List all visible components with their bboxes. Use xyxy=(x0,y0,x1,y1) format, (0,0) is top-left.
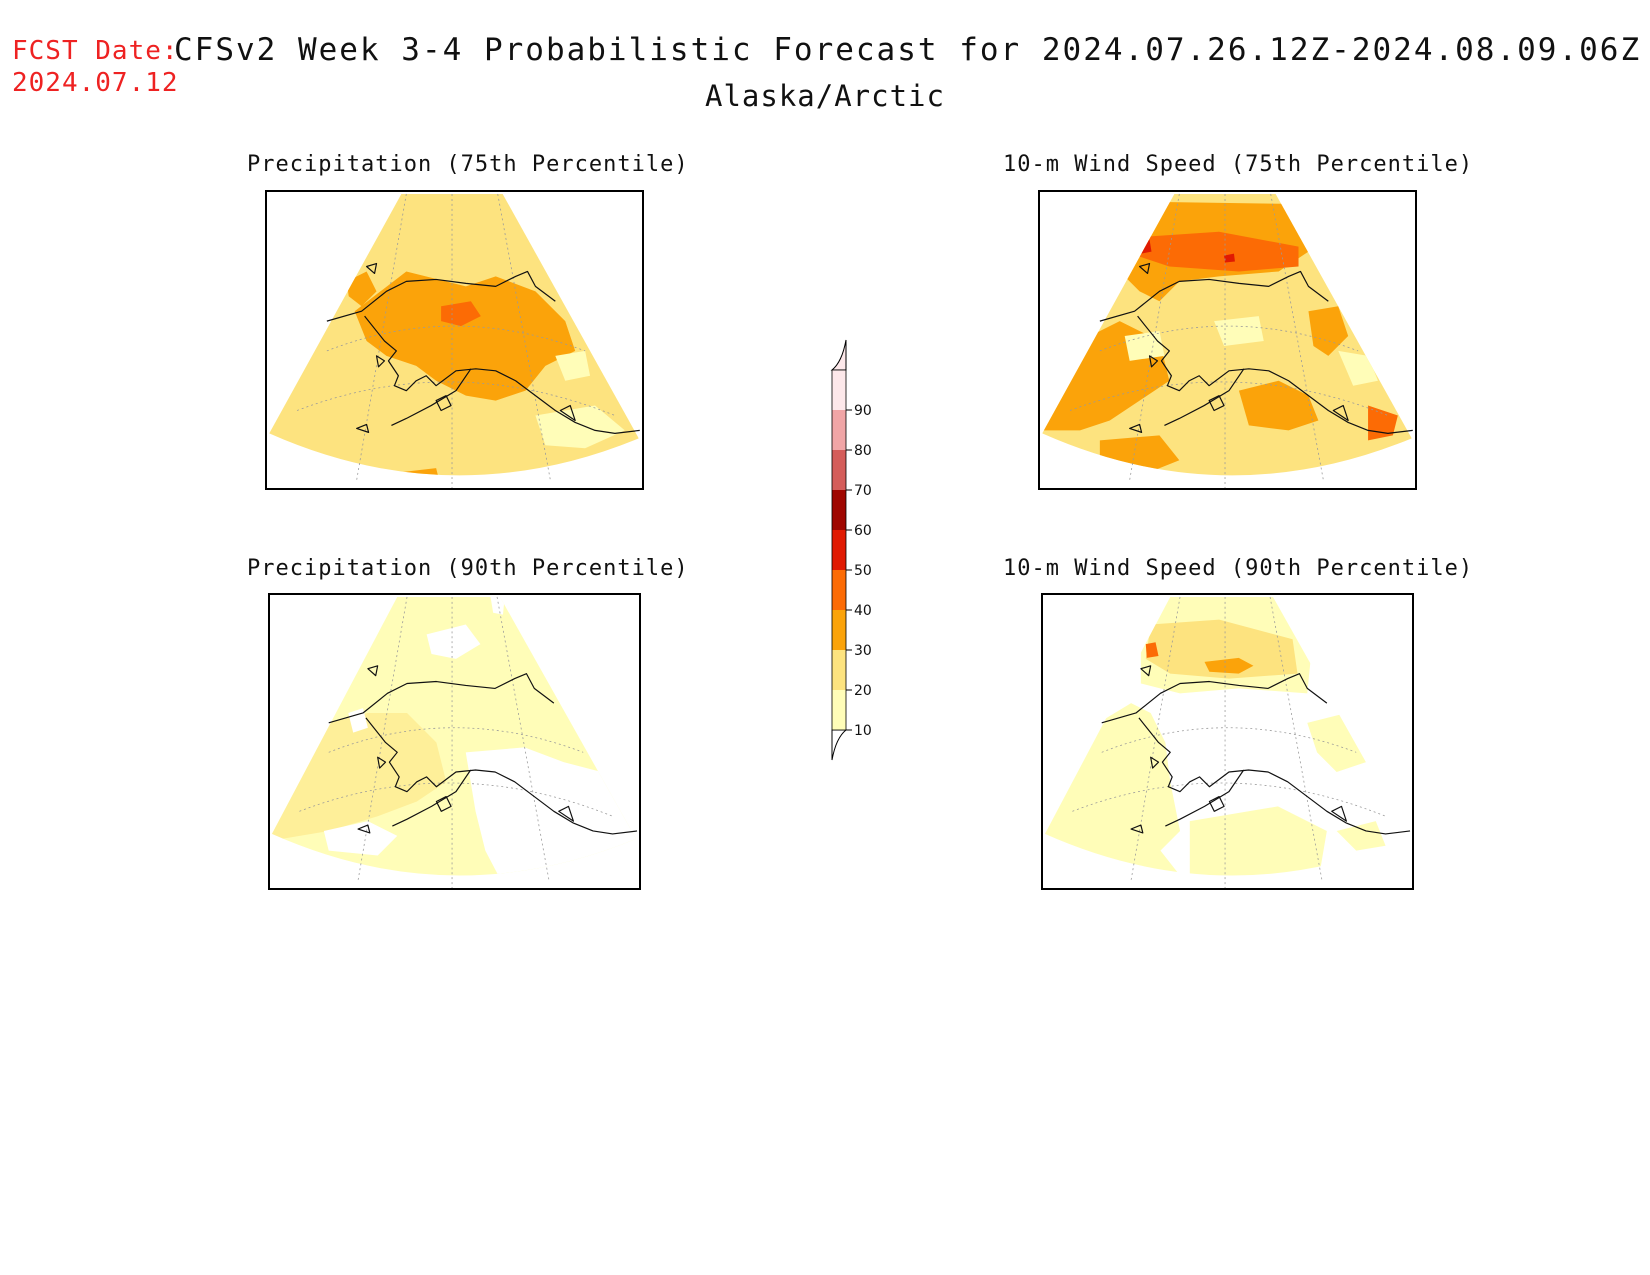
colorbar-svg: 10 20 30 40 50 60 70 80 90 xyxy=(830,339,872,761)
shade-30-40 xyxy=(1308,306,1349,356)
shade-below-10 xyxy=(490,596,505,615)
map-wind-75 xyxy=(1038,190,1417,490)
panel-title-precip-75: Precipitation (75th Percentile) xyxy=(247,152,689,177)
colorbar-upper-arrow xyxy=(830,339,847,371)
colorbar-swatch xyxy=(832,410,846,450)
panel-title-precip-90: Precipitation (90th Percentile) xyxy=(247,556,689,581)
colorbar-swatch xyxy=(832,530,846,570)
fcst-date-label: FCST Date: xyxy=(12,36,179,66)
shade-below-10 xyxy=(465,747,637,876)
map-wind-90 xyxy=(1041,593,1414,890)
shade-10-20 xyxy=(1124,331,1165,361)
shade-40-50 xyxy=(441,301,481,327)
colorbar-swatch xyxy=(832,650,846,690)
page-subtitle: Alaska/Arctic xyxy=(705,79,945,113)
colorbar-lower-arrow xyxy=(831,729,848,761)
colorbar-swatch xyxy=(832,450,846,490)
colorbar-swatch xyxy=(832,690,846,730)
colorbar-swatch xyxy=(832,610,846,650)
shade-50-60 xyxy=(1139,239,1152,254)
shade-40-50 xyxy=(1145,642,1159,658)
shade-30-40 xyxy=(346,271,377,307)
colorbar-tick-label: 20 xyxy=(854,683,872,699)
shade-30-40 xyxy=(1238,380,1319,431)
map-precip-90 xyxy=(268,593,641,890)
shade-10-20 xyxy=(1336,821,1386,851)
colorbar-tick-label: 10 xyxy=(854,723,872,739)
map-precip-90-svg xyxy=(271,596,638,888)
shade-below-10 xyxy=(426,624,481,659)
colorbar-tick-label: 90 xyxy=(854,403,872,419)
panel-title-wind-90: 10-m Wind Speed (90th Percentile) xyxy=(1003,556,1474,581)
coastline xyxy=(326,262,640,434)
shade-50-60 xyxy=(1224,253,1235,263)
colorbar-swatch xyxy=(832,370,846,410)
colorbar: 10 20 30 40 50 60 70 80 90 xyxy=(820,330,940,761)
shade-30-40 xyxy=(354,271,576,401)
colorbar-tick-label: 70 xyxy=(854,483,872,499)
shade-below-10 xyxy=(348,708,368,733)
colorbar-tick-label: 30 xyxy=(854,643,872,659)
colorbar-tick-label: 40 xyxy=(854,603,872,619)
shade-below-10 xyxy=(323,821,398,856)
shade-10-20 xyxy=(555,350,591,381)
shade-10-20 xyxy=(1214,316,1264,346)
shade-10-20 xyxy=(535,405,625,449)
page-title: CFSv2 Week 3-4 Probabilistic Forecast fo… xyxy=(174,32,1642,68)
colorbar-swatch xyxy=(832,570,846,610)
colorbar-tick-label: 60 xyxy=(854,523,872,539)
shade-10-20 xyxy=(1189,806,1327,876)
shade-40-50 xyxy=(1139,231,1299,272)
map-precip-75-svg xyxy=(269,193,640,488)
map-precip-75 xyxy=(265,190,644,490)
coastline xyxy=(1101,665,1411,835)
coastline xyxy=(328,665,638,835)
map-wind-90-svg xyxy=(1044,596,1411,888)
fcst-date-value: 2024.07.12 xyxy=(12,68,179,98)
colorbar-frame xyxy=(831,369,847,731)
colorbar-tick-label: 80 xyxy=(854,443,872,459)
shade-20-30 xyxy=(1145,619,1298,679)
coastline xyxy=(1099,262,1413,434)
map-wind-75-svg xyxy=(1042,193,1413,488)
panel-title-wind-75: 10-m Wind Speed (75th Percentile) xyxy=(1003,152,1474,177)
shade-30-40 xyxy=(1204,657,1254,674)
colorbar-tick-label: 50 xyxy=(854,563,872,579)
colorbar-swatch xyxy=(832,490,846,530)
